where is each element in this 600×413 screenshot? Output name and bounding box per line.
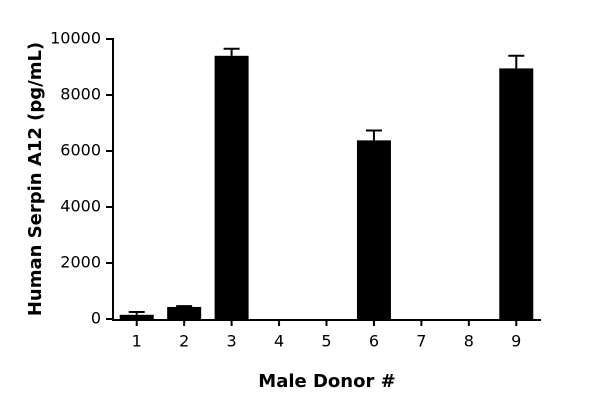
x-axis-label: Male Donor # <box>258 371 395 392</box>
x-tick-label: 4 <box>274 332 284 351</box>
y-tick-label: 4000 <box>60 197 101 216</box>
y-tick-label: 0 <box>91 309 101 328</box>
bar <box>499 68 534 320</box>
x-tick-label: 9 <box>511 332 521 351</box>
bar <box>167 306 202 319</box>
bar <box>119 314 154 319</box>
x-tick-label: 7 <box>416 332 426 351</box>
x-tick-label: 2 <box>179 332 189 351</box>
y-tick-label: 8000 <box>60 85 101 104</box>
bar <box>214 55 249 320</box>
x-tick-label: 8 <box>464 332 474 351</box>
y-tick-label: 6000 <box>60 141 101 160</box>
y-tick-label: 2000 <box>60 253 101 272</box>
bar <box>356 140 391 319</box>
x-tick-label: 1 <box>132 332 142 351</box>
x-tick-label: 5 <box>321 332 331 351</box>
y-axis-label: Human Serpin A12 (pg/mL) <box>25 42 46 316</box>
x-tick-label: 3 <box>227 332 237 351</box>
y-tick-label: 10000 <box>50 29 101 48</box>
x-tick-label: 6 <box>369 332 379 351</box>
